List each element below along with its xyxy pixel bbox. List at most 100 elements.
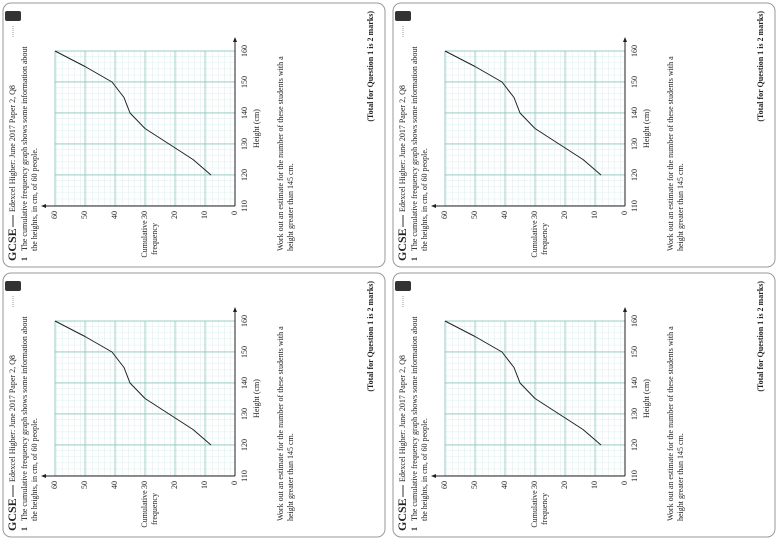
y-tick-label: 20 (560, 211, 569, 219)
card-content: GCSE Edexcel Higher: June 2017 Paper 2, Q… (5, 281, 375, 531)
axis-arrow (431, 474, 436, 478)
y-tick-label: 50 (470, 211, 479, 219)
axis-arrow (233, 37, 237, 42)
question-text: The cumulative frequency graph shows som… (410, 46, 419, 251)
question-number: 1 (410, 257, 419, 261)
x-axis-label: Height (cm) (642, 379, 651, 418)
total-marks: (Total for Question 1 is 2 marks) (366, 11, 375, 122)
y-axis-label: frequency (150, 223, 159, 255)
y-tick-label: 60 (50, 481, 59, 489)
x-tick-label: 160 (240, 45, 249, 57)
x-tick-label: 160 (630, 45, 639, 57)
y-tick-label: 20 (170, 211, 179, 219)
y-tick-label: 40 (110, 211, 119, 219)
total-marks: (Total for Question 1 is 2 marks) (756, 11, 765, 122)
y-axis-label: frequency (540, 223, 549, 255)
instruction: Work out an estimate for the number of t… (276, 56, 285, 251)
y-axis-label: frequency (540, 493, 549, 525)
x-tick-label: 150 (240, 76, 249, 88)
y-tick-label: 40 (500, 481, 509, 489)
question-number: 1 (410, 527, 419, 531)
x-axis-label: Height (cm) (252, 379, 261, 418)
instruction: Work out an estimate for the number of t… (666, 326, 675, 521)
y-axis-label: Cumulative (530, 490, 539, 528)
x-tick-label: 130 (240, 408, 249, 420)
x-tick-label: 130 (630, 408, 639, 420)
calculator-icon (5, 11, 21, 21)
x-tick-label: 110 (240, 470, 249, 482)
y-tick-label: 50 (470, 481, 479, 489)
question-number: 1 (20, 257, 29, 261)
question-number: 1 (20, 527, 29, 531)
question-text: the heights, in cm, of 60 people. (420, 148, 429, 251)
y-tick-label: 0 (620, 211, 629, 215)
x-tick-label: 140 (240, 377, 249, 389)
axis-arrow (233, 307, 237, 312)
axis-arrow (41, 204, 46, 208)
x-tick-label: 120 (240, 169, 249, 181)
x-tick-label: 140 (240, 107, 249, 119)
calculator-icon (5, 281, 21, 291)
axis-arrow (41, 474, 46, 478)
y-tick-label: 40 (500, 211, 509, 219)
x-tick-label: 110 (630, 200, 639, 212)
x-tick-label: 110 (630, 470, 639, 482)
gcse-header: GCSE (5, 228, 19, 261)
y-tick-label: 10 (590, 481, 599, 489)
question-text: the heights, in cm, of 60 people. (420, 418, 429, 521)
source: Edexcel Higher: June 2017 Paper 2, Q8 (398, 85, 407, 212)
question-text: The cumulative frequency graph shows som… (20, 316, 29, 521)
y-tick-label: 60 (440, 211, 449, 219)
y-tick-label: 30 (140, 211, 149, 219)
source: Edexcel Higher: June 2017 Paper 2, Q8 (8, 355, 17, 482)
y-tick-label: 10 (200, 211, 209, 219)
instruction: height greater than 145 cm. (676, 163, 685, 251)
gcse-header: GCSE (395, 498, 409, 531)
card-content: GCSE Edexcel Higher: June 2017 Paper 2, Q… (395, 11, 765, 261)
instruction: Work out an estimate for the number of t… (276, 326, 285, 521)
x-tick-label: 160 (240, 315, 249, 327)
source: Edexcel Higher: June 2017 Paper 2, Q8 (398, 355, 407, 482)
y-tick-label: 30 (140, 481, 149, 489)
y-tick-label: 40 (110, 481, 119, 489)
instruction: height greater than 145 cm. (286, 163, 295, 251)
axis-arrow (431, 204, 436, 208)
x-axis-label: Height (cm) (252, 109, 261, 148)
instruction: height greater than 145 cm. (286, 433, 295, 521)
question-text: The cumulative frequency graph shows som… (20, 46, 29, 251)
y-axis-label: Cumulative (140, 220, 149, 258)
source: Edexcel Higher: June 2017 Paper 2, Q8 (8, 85, 17, 212)
y-tick-label: 50 (80, 211, 89, 219)
y-tick-label: 0 (620, 481, 629, 485)
x-tick-label: 130 (630, 138, 639, 150)
y-axis-label: Cumulative (530, 220, 539, 258)
y-axis-label: Cumulative (140, 490, 149, 528)
x-tick-label: 120 (240, 439, 249, 451)
question-text: the heights, in cm, of 60 people. (30, 148, 39, 251)
card-content: GCSE Edexcel Higher: June 2017 Paper 2, Q… (395, 281, 765, 531)
y-tick-label: 10 (200, 481, 209, 489)
y-tick-label: 60 (440, 481, 449, 489)
y-axis-label: frequency (150, 493, 159, 525)
x-tick-label: 150 (630, 76, 639, 88)
y-tick-label: 30 (530, 211, 539, 219)
y-tick-label: 0 (230, 481, 239, 485)
calculator-icon (395, 281, 411, 291)
x-axis-label: Height (cm) (642, 109, 651, 148)
y-tick-label: 20 (560, 481, 569, 489)
y-tick-label: 10 (590, 211, 599, 219)
card-content: GCSE Edexcel Higher: June 2017 Paper 2, Q… (5, 11, 375, 261)
question-text: the heights, in cm, of 60 people. (30, 418, 39, 521)
instruction: height greater than 145 cm. (676, 433, 685, 521)
x-tick-label: 160 (630, 315, 639, 327)
y-tick-label: 60 (50, 211, 59, 219)
y-tick-label: 20 (170, 481, 179, 489)
instruction: Work out an estimate for the number of t… (666, 56, 675, 251)
axis-arrow (623, 307, 627, 312)
axis-arrow (623, 37, 627, 42)
total-marks: (Total for Question 1 is 2 marks) (366, 281, 375, 392)
x-tick-label: 140 (630, 377, 639, 389)
x-tick-label: 150 (630, 346, 639, 358)
cumulative-curve (444, 320, 602, 446)
